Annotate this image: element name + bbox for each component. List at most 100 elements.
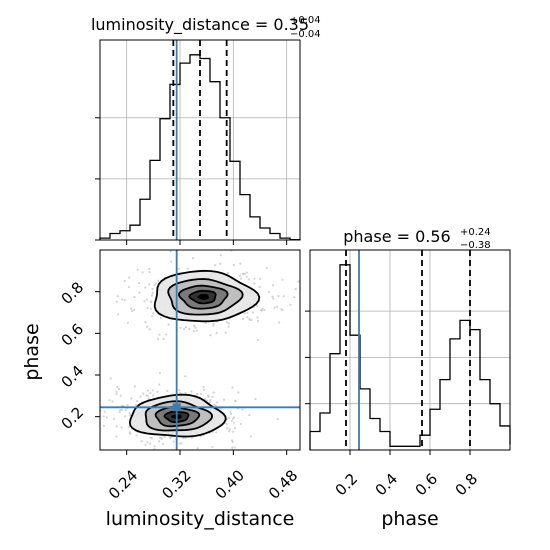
- scatter-point: [257, 319, 260, 323]
- x-tick-label: 0.48: [265, 466, 301, 502]
- x-tick-label: 0.32: [158, 466, 194, 502]
- phase-hist-title-sup: +0.24: [460, 227, 491, 238]
- scatter-point: [250, 318, 253, 322]
- scatter-point: [208, 401, 211, 404]
- scatter-point: [115, 393, 118, 396]
- scatter-point: [116, 385, 119, 389]
- scatter-point: [213, 403, 216, 406]
- scatter-point: [151, 315, 154, 318]
- scatter-point: [135, 434, 138, 437]
- scatter-point: [246, 311, 249, 314]
- scatter-point: [166, 389, 169, 393]
- scatter-point: [246, 316, 249, 319]
- scatter-point: [143, 300, 146, 303]
- scatter-point: [133, 385, 136, 388]
- scatter-point: [230, 439, 234, 442]
- lum-hist-title-sup: +0.04: [290, 15, 321, 26]
- scatter-point: [179, 326, 182, 329]
- scatter-point: [157, 279, 160, 282]
- scatter-point: [112, 417, 116, 420]
- scatter-point: [182, 328, 186, 331]
- scatter-point: [226, 271, 230, 275]
- scatter-point: [172, 440, 175, 443]
- scatter-point: [241, 317, 245, 320]
- scatter-point: [130, 397, 133, 400]
- scatter-point: [275, 305, 279, 308]
- scatter-point: [151, 389, 154, 392]
- scatter-point: [146, 440, 149, 444]
- scatter-point: [194, 326, 197, 329]
- scatter-point: [212, 391, 215, 394]
- scatter-point: [271, 295, 274, 298]
- scatter-point: [228, 416, 231, 419]
- scatter-point: [234, 400, 237, 403]
- scatter-point: [204, 321, 207, 325]
- scatter-point: [237, 391, 240, 394]
- density-layer: [89, 250, 300, 471]
- scatter-point: [148, 270, 151, 274]
- scatter-point: [150, 437, 154, 440]
- scatter-point: [176, 457, 178, 459]
- density-2d-panel: 0.24 0.32 0.40 0.48 0.2 0.4 0.6 0.8: [58, 249, 301, 503]
- scatter-point: [146, 307, 149, 310]
- scatter-point: [128, 411, 131, 415]
- scatter-point: [245, 275, 248, 278]
- scatter-point: [168, 469, 170, 471]
- scatter-point: [186, 267, 189, 270]
- x-tick-label: 0.40: [212, 466, 248, 502]
- scatter-point: [121, 298, 124, 301]
- scatter-point: [144, 443, 147, 446]
- scatter-point: [156, 337, 160, 340]
- scatter-point: [196, 392, 199, 396]
- scatter-point: [139, 395, 142, 398]
- scatter-point: [158, 372, 162, 375]
- scatter-point: [263, 309, 266, 312]
- scatter-point: [167, 323, 170, 326]
- scatter-point: [148, 267, 151, 271]
- scatter-point: [156, 390, 159, 394]
- scatter-point: [134, 403, 138, 406]
- scatter-point: [265, 266, 268, 270]
- scatter-point: [158, 436, 162, 439]
- x-axis-label-phase: phase: [381, 508, 438, 530]
- scatter-point: [151, 288, 154, 291]
- scatter-point: [272, 284, 275, 287]
- scatter-point: [179, 391, 182, 395]
- histogram-step: [309, 264, 511, 450]
- scatter-point: [233, 426, 237, 430]
- scatter-point: [89, 461, 91, 463]
- scatter-point: [111, 400, 114, 403]
- x-tick-label: 0.6: [412, 470, 442, 500]
- scatter-point: [223, 398, 226, 401]
- scatter-point: [178, 389, 181, 392]
- scatter-point: [124, 415, 127, 418]
- scatter-point: [233, 446, 236, 449]
- scatter-point: [117, 387, 121, 390]
- scatter-point: [150, 300, 153, 303]
- scatter-point: [136, 268, 139, 271]
- scatter-point: [196, 447, 199, 450]
- scatter-point: [232, 430, 235, 433]
- scatter-point: [158, 383, 161, 386]
- scatter-point: [256, 338, 259, 342]
- scatter-point: [261, 307, 264, 310]
- x-axis-label-luminosity: luminosity_distance: [106, 508, 295, 530]
- panel-frame: [99, 39, 301, 241]
- scatter-point: [230, 419, 233, 423]
- scatter-point: [165, 333, 168, 336]
- scatter-point: [256, 316, 259, 319]
- scatter-point: [248, 317, 251, 321]
- scatter-point: [281, 278, 284, 281]
- scatter-point: [229, 410, 232, 413]
- lum-hist-title: luminosity_distance = 0.35: [91, 15, 309, 35]
- scatter-point: [145, 325, 149, 328]
- scatter-point: [130, 307, 133, 310]
- scatter-point: [153, 447, 156, 450]
- scatter-point: [147, 397, 150, 400]
- scatter-point: [140, 440, 143, 443]
- scatter-point: [215, 401, 219, 404]
- scatter-point: [119, 408, 122, 412]
- scatter-point: [224, 331, 227, 334]
- scatter-point: [219, 254, 222, 257]
- scatter-point: [146, 389, 150, 392]
